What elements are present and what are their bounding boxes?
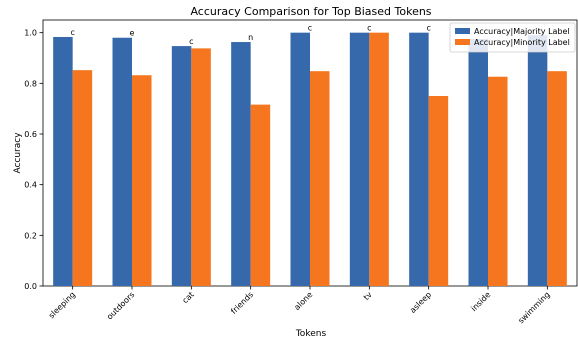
x-tick-label-sleeping: sleeping xyxy=(47,290,77,320)
x-tick-label-asleep: asleep xyxy=(408,290,433,315)
bar-minority-alone xyxy=(310,71,330,286)
y-tick-label: 0.0 xyxy=(24,282,37,291)
x-tick-label-inside: inside xyxy=(469,290,492,313)
legend-swatch-minority xyxy=(455,39,470,45)
legend-label-majority: Accuracy|Majority Label xyxy=(474,27,570,36)
bar-majority-friends xyxy=(231,42,251,286)
legend-label-minority: Accuracy|Minority Label xyxy=(474,38,570,47)
y-tick-label: 1.0 xyxy=(24,29,37,38)
bar-majority-outdoors xyxy=(112,37,132,286)
y-tick-label: 0.4 xyxy=(24,181,37,190)
bar-majority-inside xyxy=(468,39,488,286)
bar-annotation-alone: c xyxy=(308,24,312,33)
bar-minority-inside xyxy=(488,76,508,286)
y-tick-label: 0.2 xyxy=(24,231,37,240)
y-tick-label: 0.8 xyxy=(24,79,37,88)
bar-minority-sleeping xyxy=(72,70,93,286)
bar-annotation-friends: n xyxy=(248,33,253,42)
bar-majority-alone xyxy=(290,32,310,286)
bar-annotation-sleeping: c xyxy=(70,28,74,37)
bar-majority-asleep xyxy=(409,32,429,286)
bar-minority-friends xyxy=(250,104,271,286)
bar-majority-cat xyxy=(171,46,192,286)
plot-area: 0.0 0.2 0.4 0.6 0.8 1.0 c sleeping e outdoors c cat… xyxy=(24,19,578,325)
legend-swatch-majority xyxy=(455,28,470,34)
x-tick-label-alone: alone xyxy=(292,290,314,312)
bar-majority-sleeping xyxy=(53,36,73,287)
bar-minority-cat xyxy=(191,48,211,286)
bar-minority-swimming xyxy=(547,71,567,286)
x-tick-label-outdoors: outdoors xyxy=(105,290,136,321)
x-axis-label: Tokens xyxy=(295,329,327,339)
bar-minority-outdoors xyxy=(132,75,152,286)
bar-annotation-outdoors: e xyxy=(130,29,135,38)
bar-annotation-asleep: c xyxy=(426,24,430,33)
legend-box xyxy=(449,22,576,53)
bar-minority-asleep xyxy=(428,96,449,286)
x-tick-label-friends: friends xyxy=(229,290,255,316)
bar-minority-tv xyxy=(369,32,389,286)
chart-title: Accuracy Comparison for Top Biased Token… xyxy=(190,5,431,18)
bar-annotation-tv: c xyxy=(367,24,371,33)
legend: Accuracy|Majority Label Accuracy|Minority… xyxy=(449,22,576,53)
x-tick-label-tv: tv xyxy=(362,290,374,302)
y-tick-label: 0.6 xyxy=(24,130,37,139)
bar-majority-swimming xyxy=(527,35,548,287)
bar-majority-tv xyxy=(349,32,370,286)
x-tick-label-cat: cat xyxy=(181,290,196,305)
y-axis-label: Accuracy xyxy=(13,132,23,174)
x-tick-label-swimming: swimming xyxy=(516,290,551,325)
bar-annotation-cat: c xyxy=(189,37,193,46)
